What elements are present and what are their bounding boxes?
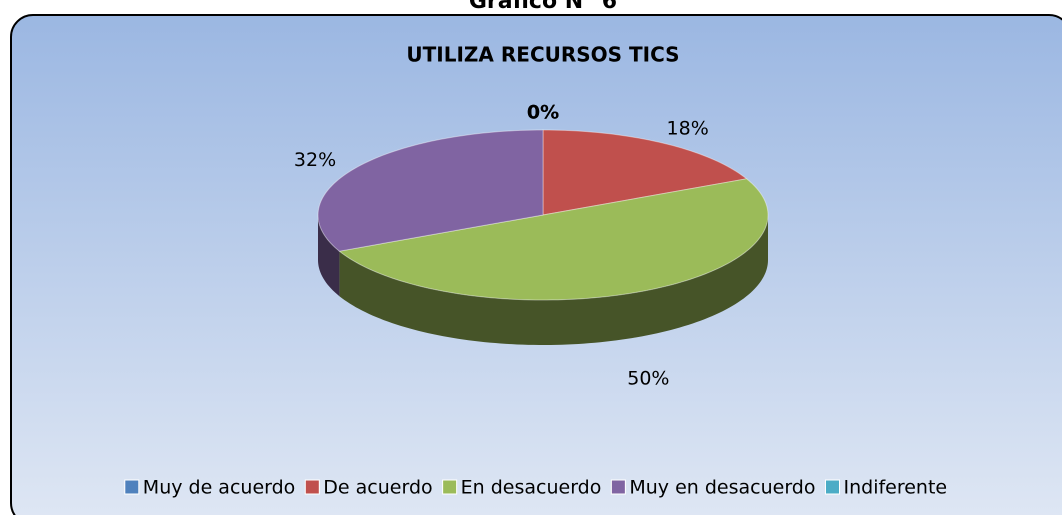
heading: Gráfico N° 6	[469, 0, 617, 14]
legend-swatch	[610, 479, 626, 495]
pie-slice	[542, 129, 748, 216]
legend-item: En desacuerdo	[442, 477, 602, 499]
legend-swatch	[824, 479, 840, 495]
legend-label: Muy de acuerdo	[143, 477, 295, 499]
legend-label: Indiferente	[843, 477, 947, 499]
legend-item: De acuerdo	[304, 477, 433, 499]
data-label: 50%	[627, 368, 669, 390]
chart-title: UTILIZA RECURSOS TICS	[406, 43, 679, 67]
legend-swatch	[124, 479, 140, 495]
legend: Muy de acuerdo De acuerdo En desacuerdo Muy…	[124, 477, 947, 499]
legend-label: De acuerdo	[323, 477, 432, 499]
data-label: 18%	[667, 117, 709, 139]
pie-side	[339, 215, 768, 345]
legend-item: Muy de acuerdo	[124, 477, 295, 499]
data-label: 0%	[527, 102, 559, 124]
pie-slice	[317, 129, 544, 252]
legend-label: Muy en desacuerdo	[629, 477, 815, 499]
legend-label: En desacuerdo	[461, 477, 602, 499]
data-label: 32%	[294, 149, 336, 171]
legend-swatch	[442, 479, 458, 495]
data-label: 0%	[527, 102, 559, 124]
pie: 0%18%50%32%0%	[294, 102, 769, 390]
legend-item: Indiferente	[824, 477, 947, 499]
pie-side	[318, 215, 340, 297]
legend-swatch	[304, 479, 320, 495]
pie-slice	[338, 178, 769, 301]
legend-item: Muy en desacuerdo	[610, 477, 815, 499]
